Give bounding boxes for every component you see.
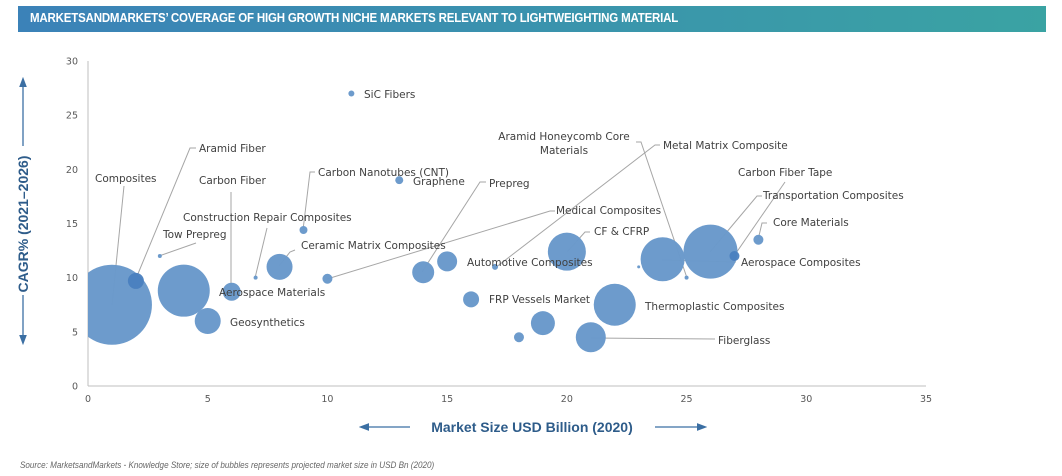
data-label: Automotive Composites bbox=[467, 257, 593, 269]
y-tick-label: 0 bbox=[72, 382, 78, 393]
data-label: Metal Matrix Composite bbox=[663, 140, 788, 152]
data-label: Aramid Fiber bbox=[199, 143, 266, 155]
data-label: Tow Prepreg bbox=[162, 229, 227, 241]
bubble bbox=[266, 253, 293, 280]
bubble bbox=[412, 261, 435, 284]
data-label: CF & CFRP bbox=[594, 226, 649, 238]
bubbles bbox=[88, 90, 764, 353]
y-tick-label: 15 bbox=[66, 219, 78, 230]
bubble bbox=[437, 251, 458, 272]
x-tick-label: 0 bbox=[85, 394, 91, 405]
bubble bbox=[253, 275, 258, 280]
bubble bbox=[157, 254, 162, 258]
bubble bbox=[729, 251, 740, 261]
y-axis-title: CAGR% (2021–2026) bbox=[15, 156, 31, 293]
data-label: Geosynthetics bbox=[230, 317, 305, 329]
x-tick-label: 20 bbox=[561, 394, 573, 405]
data-labels: Composites Aramid Fiber Carbon Fiber Carbon… bbox=[95, 89, 904, 347]
bubble bbox=[194, 308, 221, 334]
leader-line bbox=[590, 337, 716, 340]
bubble bbox=[683, 224, 738, 279]
data-label: Core Materials bbox=[773, 217, 849, 229]
bubble bbox=[530, 311, 555, 336]
bubble bbox=[299, 226, 308, 234]
x-tick-label: 35 bbox=[920, 394, 932, 405]
data-label: Aramid Honeycomb Core Materials bbox=[498, 131, 629, 157]
data-label: Construction Repair Composites bbox=[183, 212, 352, 224]
data-label: Graphene bbox=[413, 176, 465, 188]
bubble bbox=[463, 291, 480, 308]
leader-line bbox=[757, 222, 767, 241]
data-label: Transportation Composites bbox=[762, 190, 904, 202]
bubble bbox=[492, 263, 499, 270]
data-label: Fiberglass bbox=[718, 335, 770, 347]
leader-line bbox=[158, 242, 197, 257]
chart-title: MARKETSANDMARKETS’ COVERAGE OF HIGH GROW… bbox=[30, 11, 679, 25]
bubble bbox=[575, 322, 606, 353]
source-note: Source: MarketsandMarkets - Knowledge St… bbox=[20, 460, 435, 470]
leader-line bbox=[421, 181, 486, 273]
data-label: Medical Composites bbox=[556, 205, 661, 217]
y-tick-label: 20 bbox=[66, 165, 78, 176]
leader-line bbox=[302, 171, 315, 231]
data-label: Aerospace Composites bbox=[741, 257, 861, 269]
leader-line bbox=[733, 181, 786, 257]
bubble bbox=[127, 272, 144, 289]
leader-line bbox=[326, 210, 555, 280]
data-label: Carbon Fiber bbox=[199, 175, 266, 187]
x-tick-label: 25 bbox=[681, 394, 693, 405]
bubble bbox=[753, 234, 764, 245]
bubble bbox=[222, 282, 241, 301]
title-bar: MARKETSANDMARKETS’ COVERAGE OF HIGH GROW… bbox=[18, 6, 1046, 32]
y-tick-label: 10 bbox=[66, 273, 78, 284]
x-axis-title: Market Size USD Billion (2020) bbox=[431, 419, 633, 435]
data-label: Ceramic Matrix Composites bbox=[301, 240, 446, 252]
y-tick-label: 25 bbox=[66, 111, 78, 122]
bubble bbox=[593, 283, 636, 326]
x-tick-label: 15 bbox=[441, 394, 453, 405]
x-tick-label: 30 bbox=[800, 394, 812, 405]
bubble bbox=[684, 275, 689, 280]
leader-line bbox=[254, 227, 268, 279]
data-label: SiC Fibers bbox=[364, 89, 415, 101]
data-label: Carbon Fiber Tape bbox=[738, 167, 832, 179]
y-tick-label: 5 bbox=[72, 327, 78, 338]
bubble bbox=[513, 332, 524, 343]
bubble bbox=[348, 90, 355, 97]
bubble bbox=[395, 176, 404, 185]
bubble bbox=[157, 264, 210, 317]
y-tick-label: 30 bbox=[66, 57, 78, 68]
leader-line bbox=[134, 147, 196, 282]
bubble bbox=[322, 273, 333, 284]
data-label: Thermoplastic Composites bbox=[644, 301, 784, 313]
leader-line bbox=[494, 144, 660, 269]
leader-line bbox=[636, 141, 688, 279]
data-label: Prepreg bbox=[489, 178, 530, 190]
data-label: FRP Vessels Market bbox=[489, 294, 590, 306]
bubble bbox=[640, 237, 685, 282]
x-tick-label: 5 bbox=[205, 394, 211, 405]
bubble bbox=[637, 265, 641, 269]
x-tick-label: 10 bbox=[321, 394, 333, 405]
data-label: Composites bbox=[95, 173, 157, 185]
data-label: Carbon Nanotubes (CNT) bbox=[318, 167, 449, 179]
data-label: Aerospace Materials bbox=[219, 287, 325, 299]
bubble bbox=[547, 232, 586, 271]
